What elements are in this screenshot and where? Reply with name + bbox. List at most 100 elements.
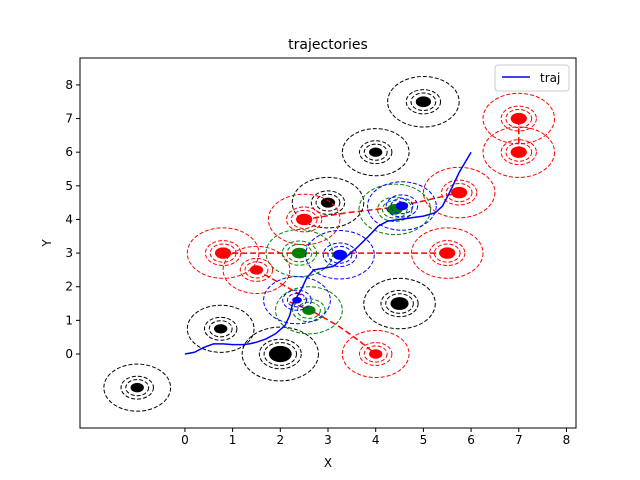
- x-tick-label: 1: [229, 433, 237, 447]
- obstacle-marker: [367, 181, 437, 231]
- obstacle-marker: [341, 128, 410, 177]
- obstacle-marker: [341, 329, 410, 379]
- obstacles: [103, 76, 556, 412]
- y-tick-label: 2: [65, 280, 73, 294]
- x-tick-label: 5: [420, 433, 428, 447]
- obstacle-marker: [103, 363, 172, 412]
- obstacle-dot: [395, 201, 409, 211]
- obstacle-inner-ring: [125, 379, 150, 397]
- obstacle-marker: [222, 245, 291, 294]
- obstacle-inner-ring: [286, 292, 308, 308]
- obstacle-outer-ring: [186, 227, 260, 279]
- obstacle-marker: [186, 227, 260, 279]
- x-tick-label: 6: [467, 433, 475, 447]
- obstacle-inner-ring: [282, 289, 312, 311]
- obstacle-outer-ring: [387, 76, 460, 128]
- obstacle-marker: [482, 92, 556, 145]
- obstacle-dot: [369, 349, 383, 359]
- obstacle-outer-ring: [186, 304, 255, 353]
- obstacle-dot: [390, 297, 409, 310]
- obstacle-marker: [275, 286, 343, 335]
- obstacle-inner-ring: [429, 240, 466, 267]
- obstacle-inner-ring: [263, 342, 298, 366]
- obstacle-dot: [415, 96, 432, 108]
- obstacle-marker: [387, 76, 460, 128]
- obstacle-dot: [320, 197, 336, 208]
- obstacle-inner-ring: [322, 242, 358, 268]
- obstacle-outer-ring: [241, 326, 319, 382]
- obstacle-outer-ring: [358, 183, 432, 236]
- y-tick-label: 1: [65, 313, 73, 327]
- dashed-path-line: [289, 301, 377, 355]
- obstacle-inner-ring: [203, 316, 238, 341]
- obstacle-dot: [439, 247, 456, 259]
- y-axis-label: Y: [40, 239, 54, 248]
- dashed-path-line: [256, 269, 305, 298]
- obstacle-inner-ring: [209, 243, 237, 263]
- obstacle-outer-ring: [263, 276, 331, 325]
- x-axis-label: X: [324, 456, 332, 470]
- obstacle-inner-ring: [363, 345, 388, 363]
- x-tick-label: 3: [324, 433, 332, 447]
- obstacle-dot: [510, 112, 527, 125]
- obstacle-marker: [291, 176, 365, 229]
- obstacle-dot: [510, 146, 527, 158]
- obstacle-inner-ring: [208, 320, 233, 338]
- x-tick-label: 0: [181, 433, 189, 447]
- obstacle-dot: [302, 305, 316, 315]
- obstacle-inner-ring: [500, 105, 537, 132]
- obstacle-outer-ring: [291, 176, 365, 229]
- obstacle-inner-ring: [281, 240, 318, 266]
- obstacle-dot: [451, 186, 468, 199]
- obstacle-marker: [422, 166, 496, 219]
- x-axis-ticks: 0 1 2 3 4 5 6 7 8: [181, 428, 570, 447]
- obstacle-inner-ring: [358, 140, 393, 165]
- obstacle-outer-ring: [482, 92, 556, 145]
- obstacle-outer-ring: [363, 277, 436, 330]
- x-tick-label: 8: [563, 433, 571, 447]
- trajectory-line: [184, 151, 472, 355]
- obstacle-inner-ring: [363, 143, 388, 161]
- obstacle-inner-ring: [405, 89, 442, 115]
- obstacle-inner-ring: [441, 179, 478, 206]
- y-tick-label: 6: [65, 145, 73, 159]
- y-tick-label: 5: [65, 179, 73, 193]
- obstacle-dot: [296, 213, 313, 226]
- obstacle-outer-ring: [341, 128, 410, 177]
- obstacle-outer-ring: [341, 329, 410, 379]
- obstacle-outer-ring: [422, 166, 496, 219]
- x-tick-label: 2: [276, 433, 284, 447]
- obstacle-inner-ring: [120, 375, 154, 400]
- obstacle-inner-ring: [380, 289, 419, 318]
- obstacle-marker: [265, 229, 334, 278]
- obstacle-outer-ring: [410, 227, 484, 279]
- obstacle-inner-ring: [286, 206, 323, 233]
- obstacle-inner-ring: [239, 257, 274, 282]
- obstacle-inner-ring: [315, 193, 341, 212]
- obstacle-inner-ring: [385, 194, 419, 218]
- obstacle-inner-ring: [410, 92, 437, 111]
- obstacle-inner-ring: [204, 240, 242, 267]
- obstacle-outer-ring: [222, 245, 291, 294]
- obstacle-inner-ring: [358, 342, 393, 366]
- y-tick-label: 7: [65, 112, 73, 126]
- obstacle-inner-ring: [500, 139, 537, 166]
- y-tick-label: 4: [65, 212, 73, 226]
- obstacle-dot: [291, 247, 308, 259]
- obstacle-inner-ring: [310, 190, 346, 215]
- obstacle-inner-ring: [290, 209, 318, 230]
- obstacle-inner-ring: [244, 261, 269, 279]
- obstacle-inner-ring: [505, 142, 533, 162]
- obstacle-marker: [241, 326, 319, 382]
- obstacle-outer-ring: [482, 126, 556, 178]
- obstacle-dot: [332, 249, 348, 260]
- obstacle-marker: [305, 230, 375, 280]
- obstacle-inner-ring: [327, 245, 353, 264]
- obstacle-inner-ring: [258, 338, 302, 370]
- obstacle-inner-ring: [433, 243, 461, 263]
- y-tick-label: 8: [65, 78, 73, 92]
- obstacle-dot: [214, 247, 232, 259]
- y-tick-label: 3: [65, 246, 73, 260]
- obstacle-inner-ring: [286, 243, 313, 263]
- obstacle-dot: [249, 265, 264, 275]
